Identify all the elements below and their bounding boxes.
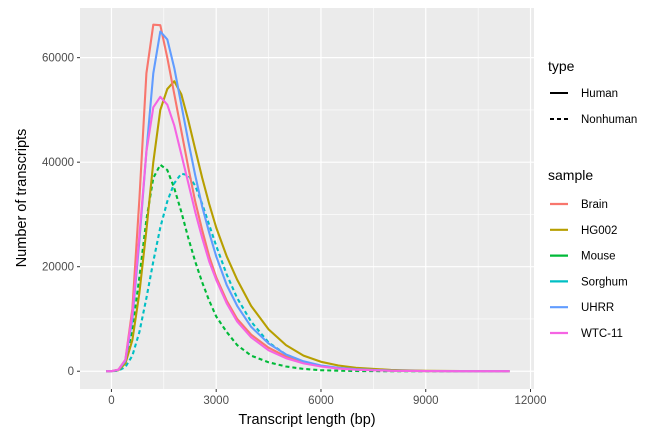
legend-label-human: Human [581,88,618,100]
series-line-mouse [106,163,510,373]
legend-type: type Human Nonhuman [548,58,637,126]
plot-panel [80,8,534,389]
legend-label-sorghum: Sorghum [581,276,628,288]
y-tick-label: 40000 [42,157,74,169]
minor-gridlines [80,8,534,389]
legend-type-title: type [548,58,575,74]
y-tick-label: 60000 [42,53,74,65]
legend-label-hg002: HG002 [581,225,617,237]
y-tick-label: 20000 [42,262,74,274]
x-tick-label: 0 [108,395,114,407]
x-axis-title: Transcript length (bp) [238,412,375,428]
legend-label-wtc-11: WTC-11 [581,328,623,340]
y-axis-title: Number of transcripts [14,129,30,268]
y-axis-ticks: 0 20000 40000 60000 [42,53,80,378]
legend-sample-title: sample [548,167,593,183]
series-lines [106,23,510,373]
x-tick-label: 9000 [413,395,439,407]
x-tick-label: 12000 [515,395,547,407]
legend-label-mouse: Mouse [581,251,616,263]
legend-label-uhrr: UHRR [581,302,614,314]
series-line-sorghum [106,172,510,373]
x-axis-ticks: 0 3000 6000 9000 12000 [108,389,546,407]
legend-label-brain: Brain [581,199,608,211]
legend-sample: sample Brain HG002 Mouse Sorghum UHRR WTC-11 [548,167,628,340]
x-tick-label: 6000 [308,395,334,407]
series-line-wtc-11 [106,95,510,373]
legend-label-nonhuman: Nonhuman [581,114,637,126]
x-tick-label: 3000 [203,395,229,407]
y-tick-label: 0 [68,366,74,378]
series-line-hg002 [106,80,510,373]
